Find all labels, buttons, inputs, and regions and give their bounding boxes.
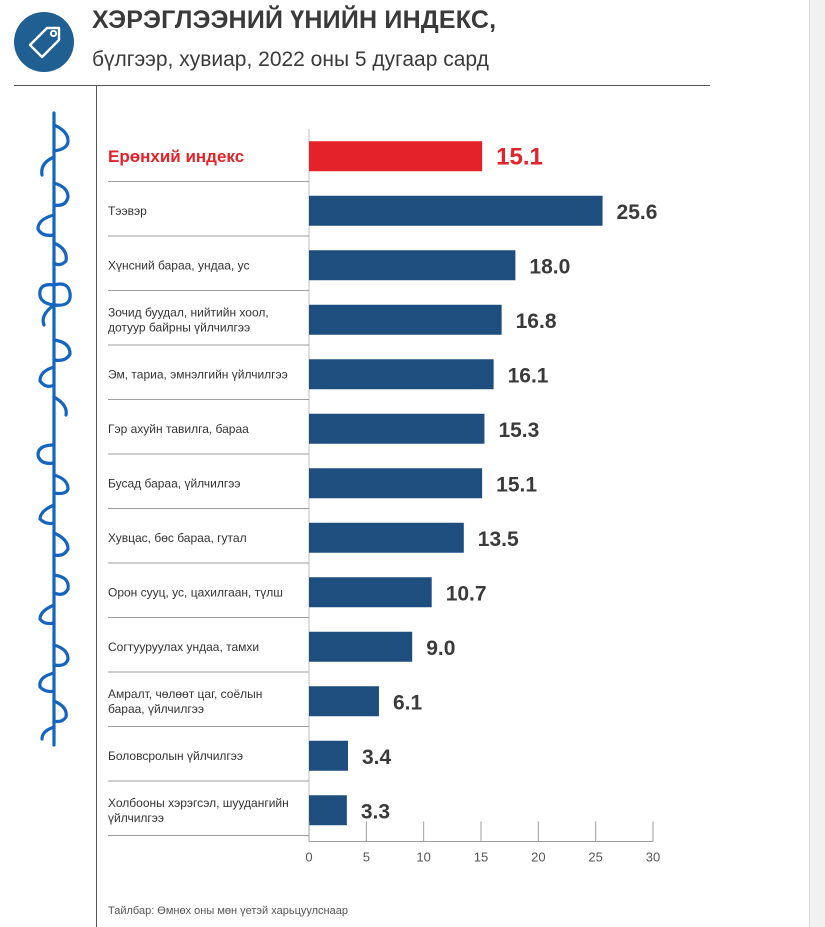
header-divider	[14, 85, 710, 86]
category-label: Орон сууц, ус, цахилгаан, түлш	[108, 585, 283, 599]
bar	[309, 359, 494, 390]
category-label: Ерөнхий индекс	[108, 147, 244, 166]
value-label: 9.0	[426, 637, 455, 660]
bar	[309, 195, 603, 226]
value-label: 3.4	[362, 746, 392, 769]
bar	[309, 631, 413, 662]
category-label: Бусад бараа, үйлчилгээ	[108, 476, 240, 490]
bar	[309, 740, 348, 771]
category-label: Амралт, чөлөөт цаг, соёлын бараа, үйлчилг…	[108, 687, 262, 716]
x-tick-label: 10	[416, 850, 430, 865]
bar	[309, 413, 485, 444]
category-label: Зочид буудал, нийтийн хоол, дотуур байрны…	[108, 305, 269, 334]
x-tick-label: 20	[531, 850, 545, 865]
mongolian-script-text	[36, 111, 72, 747]
bar	[309, 795, 347, 826]
x-tick-label: 15	[474, 850, 488, 865]
category-label: Тээвэр	[108, 204, 147, 218]
value-label: 10.7	[446, 582, 487, 605]
bar	[309, 686, 379, 717]
value-label: 6.1	[393, 691, 423, 714]
bar	[309, 304, 502, 335]
category-label: Боловсролын үйлчилгээ	[108, 749, 243, 763]
x-tick-label: 0	[305, 850, 312, 865]
chart-title: ХЭРЭГЛЭЭНИЙ ҮНИЙН ИНДЕКС,	[92, 6, 497, 34]
bar	[309, 250, 516, 281]
scrollbar-gutter	[809, 0, 825, 927]
value-label: 15.1	[496, 143, 543, 170]
value-label: 16.1	[508, 364, 549, 387]
bar	[309, 577, 432, 608]
category-label: Эм, тариа, эмнэлгийн үйлчилгээ	[108, 367, 288, 381]
bar	[309, 141, 483, 172]
price-tag-icon	[14, 12, 74, 72]
value-label: 18.0	[529, 255, 570, 278]
category-label: Хүнсний бараа, ундаа, ус	[108, 258, 249, 272]
side-divider	[96, 86, 97, 927]
bar	[309, 522, 464, 553]
value-label: 16.8	[516, 310, 557, 333]
category-label: Хувцас, бөс бараа, гутал	[108, 531, 247, 545]
x-tick-label: 5	[363, 850, 370, 865]
value-label: 15.3	[498, 419, 539, 442]
category-label: Согтууруулах ундаа, тамхи	[108, 640, 259, 654]
chart-subtitle: бүлгээр, хувиар, 2022 оны 5 дугаар сард	[92, 48, 489, 71]
bar	[309, 468, 483, 499]
category-label: Гэр ахуйн тавилга, бараа	[108, 422, 249, 436]
category-label: Холбооны хэрэгсэл, шуудангийн үйлчилгээ	[108, 796, 289, 825]
x-tick-label: 25	[588, 850, 602, 865]
x-tick-label: 30	[646, 850, 660, 865]
value-label: 25.6	[617, 201, 658, 224]
value-label: 15.1	[496, 473, 537, 496]
value-label: 3.3	[361, 800, 390, 823]
footnote: Тайлбар: Өмнөх оны мөн үетэй харьцуулсна…	[108, 905, 348, 917]
value-label: 13.5	[478, 528, 519, 551]
